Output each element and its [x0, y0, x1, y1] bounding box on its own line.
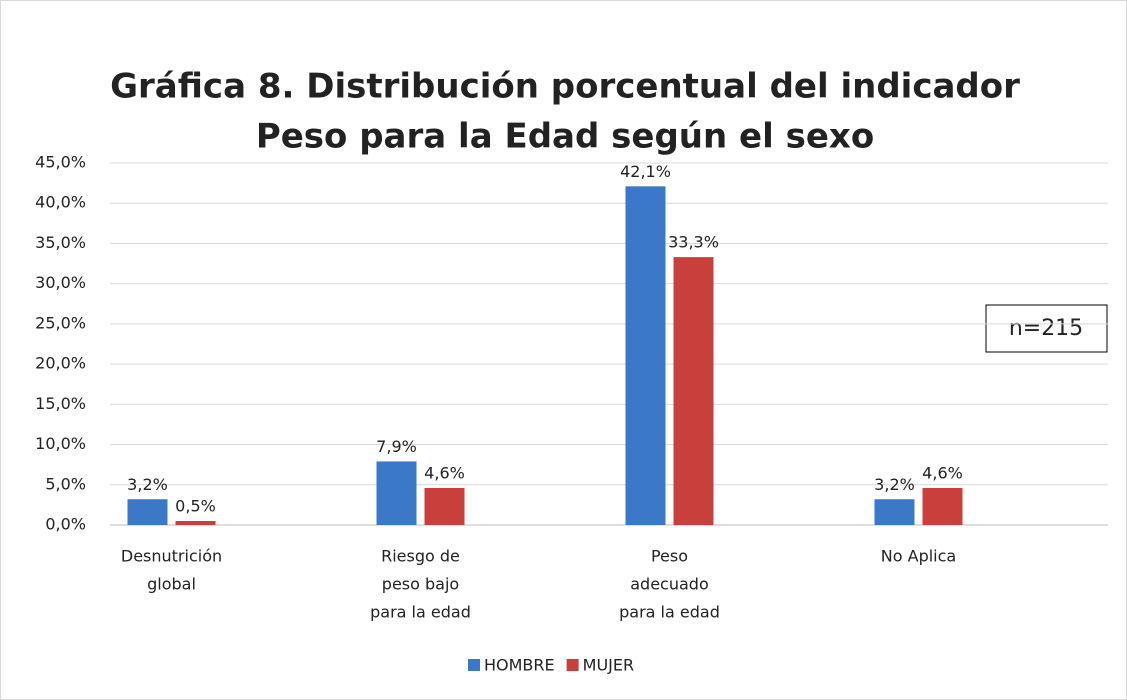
legend-swatch — [566, 659, 579, 671]
data-label: 3,2% — [874, 475, 915, 494]
x-tick-label: Desnutrición — [121, 547, 222, 566]
y-tick-label: 20,0% — [35, 354, 86, 373]
y-tick-label: 10,0% — [35, 434, 86, 453]
y-tick-label: 5,0% — [45, 474, 86, 493]
legend-label: HOMBRE — [484, 656, 555, 675]
bar — [625, 186, 666, 525]
bar — [376, 461, 417, 525]
data-label: 4,6% — [922, 463, 963, 482]
x-tick-label: Riesgo de — [381, 547, 460, 566]
bar — [424, 487, 465, 525]
data-label: 42,1% — [620, 162, 671, 181]
y-tick-label: 15,0% — [35, 394, 86, 413]
data-label: 7,9% — [376, 437, 417, 456]
legend-label: MUJER — [583, 656, 634, 675]
data-label: 33,3% — [668, 233, 719, 252]
x-tick-label: Peso — [651, 547, 688, 566]
data-label: 0,5% — [175, 496, 216, 515]
x-tick-label: adecuado — [630, 575, 709, 594]
x-tick-label: No Aplica — [881, 547, 956, 566]
y-tick-label: 30,0% — [35, 273, 86, 292]
legend-swatch — [468, 659, 480, 671]
y-tick-label: 35,0% — [35, 233, 86, 252]
x-tick-label: peso bajo — [382, 575, 459, 594]
chart-title: Gráfica 8. Distribución porcentual del i… — [110, 67, 1020, 107]
x-tick-label: para la edad — [370, 603, 471, 622]
bar — [922, 487, 963, 525]
y-tick-label: 40,0% — [35, 193, 86, 212]
annotation: n=215 — [1009, 316, 1083, 341]
y-tick-label: 0,0% — [45, 515, 86, 534]
bar — [874, 499, 915, 525]
x-tick-label: global — [147, 575, 196, 594]
chart-title: Peso para la Edad según el sexo — [256, 117, 874, 157]
x-tick-label: para la edad — [619, 603, 720, 622]
bar — [127, 499, 168, 525]
data-label: 4,6% — [424, 463, 465, 482]
annotation-box — [985, 304, 1108, 353]
bar — [175, 520, 216, 525]
y-tick-label: 25,0% — [35, 313, 86, 332]
y-tick-label: 45,0% — [35, 153, 86, 172]
data-label: 3,2% — [127, 475, 168, 494]
bar — [673, 257, 714, 525]
